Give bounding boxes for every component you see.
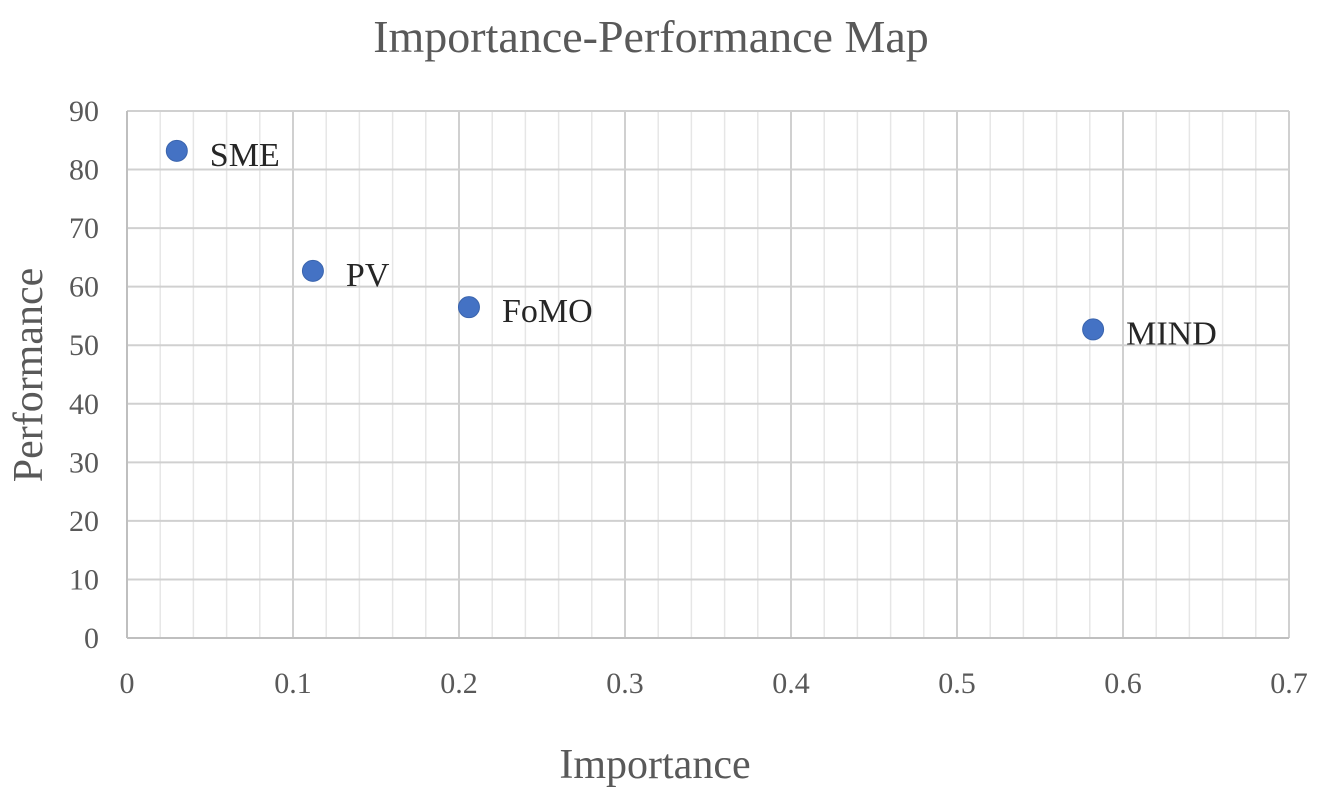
x-tick-label: 0.6: [1104, 667, 1142, 700]
x-axis-title: Importance: [559, 742, 750, 788]
data-point-sme: [165, 139, 188, 162]
x-tick-label: 0.7: [1270, 667, 1308, 700]
data-label-layer: SME PV FoMO MIND: [210, 137, 1217, 353]
y-axis-title: Performance: [6, 268, 52, 483]
y-tick-label: 0: [84, 622, 99, 655]
data-label-mind: MIND: [1126, 315, 1217, 352]
y-tick-label: 90: [69, 95, 99, 128]
chart-title: Importance-Performance Map: [373, 11, 929, 62]
x-tick-label: 0.2: [440, 667, 478, 700]
x-tick-label: 0.4: [772, 667, 810, 700]
x-tick-label: 0: [120, 667, 135, 700]
data-label-sme: SME: [210, 137, 280, 174]
data-label-pv: PV: [346, 257, 390, 294]
x-tick-label: 0.1: [274, 667, 312, 700]
grid-layer: [127, 110, 1290, 638]
tick-label-layer: 0 0.1 0.2 0.3 0.4 0.5 0.6 0.7 0 10 20 30 40 50 60 70 80 9…: [69, 95, 1308, 700]
y-tick-label: 80: [69, 154, 99, 187]
data-point-mind: [1082, 318, 1105, 341]
data-point-layer: [165, 139, 1105, 341]
y-tick-label: 10: [69, 563, 99, 596]
y-tick-label: 30: [69, 446, 99, 479]
y-tick-label: 50: [69, 329, 99, 362]
y-tick-label: 40: [69, 388, 99, 421]
data-point-pv: [301, 259, 324, 282]
x-tick-label: 0.5: [938, 667, 976, 700]
x-tick-label: 0.3: [606, 667, 644, 700]
data-point-fomo: [457, 296, 480, 319]
y-tick-label: 70: [69, 212, 99, 245]
y-tick-label: 60: [69, 271, 99, 304]
data-label-fomo: FoMO: [502, 293, 593, 330]
axis-layer: [126, 111, 1289, 639]
y-tick-label: 20: [69, 505, 99, 538]
